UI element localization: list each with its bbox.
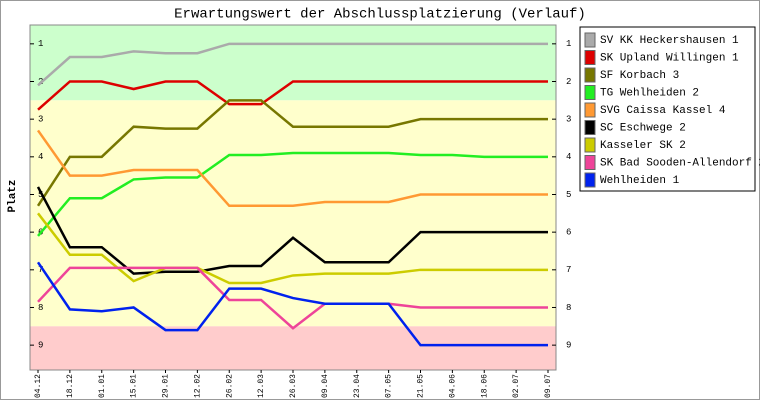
y-tick-label: 7 (566, 265, 571, 275)
x-tick-label: 09.04 (321, 374, 330, 398)
x-tick-label: 23.04 (353, 374, 362, 398)
series-line (37, 266, 548, 330)
y-tick-label: 4 (566, 152, 571, 162)
y-tick-label: 5 (38, 190, 43, 200)
x-tick-label: 04.06 (448, 374, 457, 398)
legend-swatch (584, 67, 596, 83)
y-tick-label: 2 (566, 77, 571, 87)
legend-box (579, 26, 756, 192)
series-line (36, 99, 548, 207)
legend-swatch (584, 50, 596, 65)
x-tick-label: 09.07 (544, 374, 553, 398)
y-tick-label: 1 (38, 39, 43, 49)
legend-label: SK Bad Sooden-Allendorf 2 (600, 157, 760, 169)
legend-label: SV KK Heckershausen 1 (600, 35, 739, 47)
chart-title: Erwartungswert der Abschlussplatzierung … (174, 7, 586, 23)
y-axis-label: Platz (7, 179, 19, 212)
series-line (37, 212, 548, 285)
legend-label: SF Korbach 3 (600, 70, 679, 82)
y-tick-label: 8 (566, 303, 571, 313)
x-tick-label: 18.06 (480, 374, 489, 398)
x-tick-label: 01.01 (98, 374, 107, 398)
legend-swatch (584, 137, 596, 153)
y-tick-label: 7 (38, 265, 43, 275)
legend-label: SC Eschwege 2 (600, 122, 686, 134)
series-line (36, 129, 548, 208)
series-line (37, 80, 548, 111)
series-line (37, 151, 548, 237)
x-tick-label: 12.03 (257, 374, 266, 398)
y-tick-label: 1 (566, 39, 571, 49)
series-line (36, 261, 548, 347)
x-tick-label: 18.12 (66, 374, 75, 398)
legend-swatch (584, 32, 596, 48)
zone (30, 25, 556, 101)
y-tick-label: 3 (566, 115, 571, 125)
legend-swatch (584, 85, 596, 100)
y-tick-label: 3 (38, 115, 43, 125)
legend-swatch (584, 120, 596, 135)
y-tick-label: 9 (566, 341, 571, 351)
x-tick-label: 02.07 (512, 374, 521, 398)
legend-swatch (584, 102, 596, 118)
series-line (36, 186, 548, 275)
y-tick-label: 6 (566, 228, 571, 238)
x-tick-label: 21.05 (417, 374, 426, 398)
legend-label: SVG Caissa Kassel 4 (600, 105, 726, 117)
x-tick-label: 07.05 (385, 374, 394, 398)
legend-label: Kasseler SK 2 (600, 140, 686, 152)
legend-label: SK Upland Willingen 1 (600, 52, 739, 64)
series-line (37, 42, 548, 87)
x-tick-label: 29.01 (162, 374, 171, 398)
x-tick-label: 15.01 (130, 374, 139, 398)
x-tick-label: 12.02 (193, 374, 202, 398)
y-tick-label: 4 (38, 152, 43, 162)
x-tick-label: 26.02 (225, 374, 234, 398)
x-tick-label: 04.12 (34, 374, 43, 398)
legend-label: Wehlheiden 1 (600, 175, 680, 187)
x-tick-label: 26.03 (289, 374, 298, 398)
legend-swatch (584, 172, 596, 188)
y-tick-label: 9 (38, 341, 43, 351)
legend-label: TG Wehlheiden 2 (600, 87, 699, 99)
zone (30, 100, 556, 327)
zone (30, 326, 556, 370)
legend-swatch (584, 155, 596, 170)
y-tick-label: 5 (566, 190, 571, 200)
y-tick-label: 8 (38, 303, 43, 313)
